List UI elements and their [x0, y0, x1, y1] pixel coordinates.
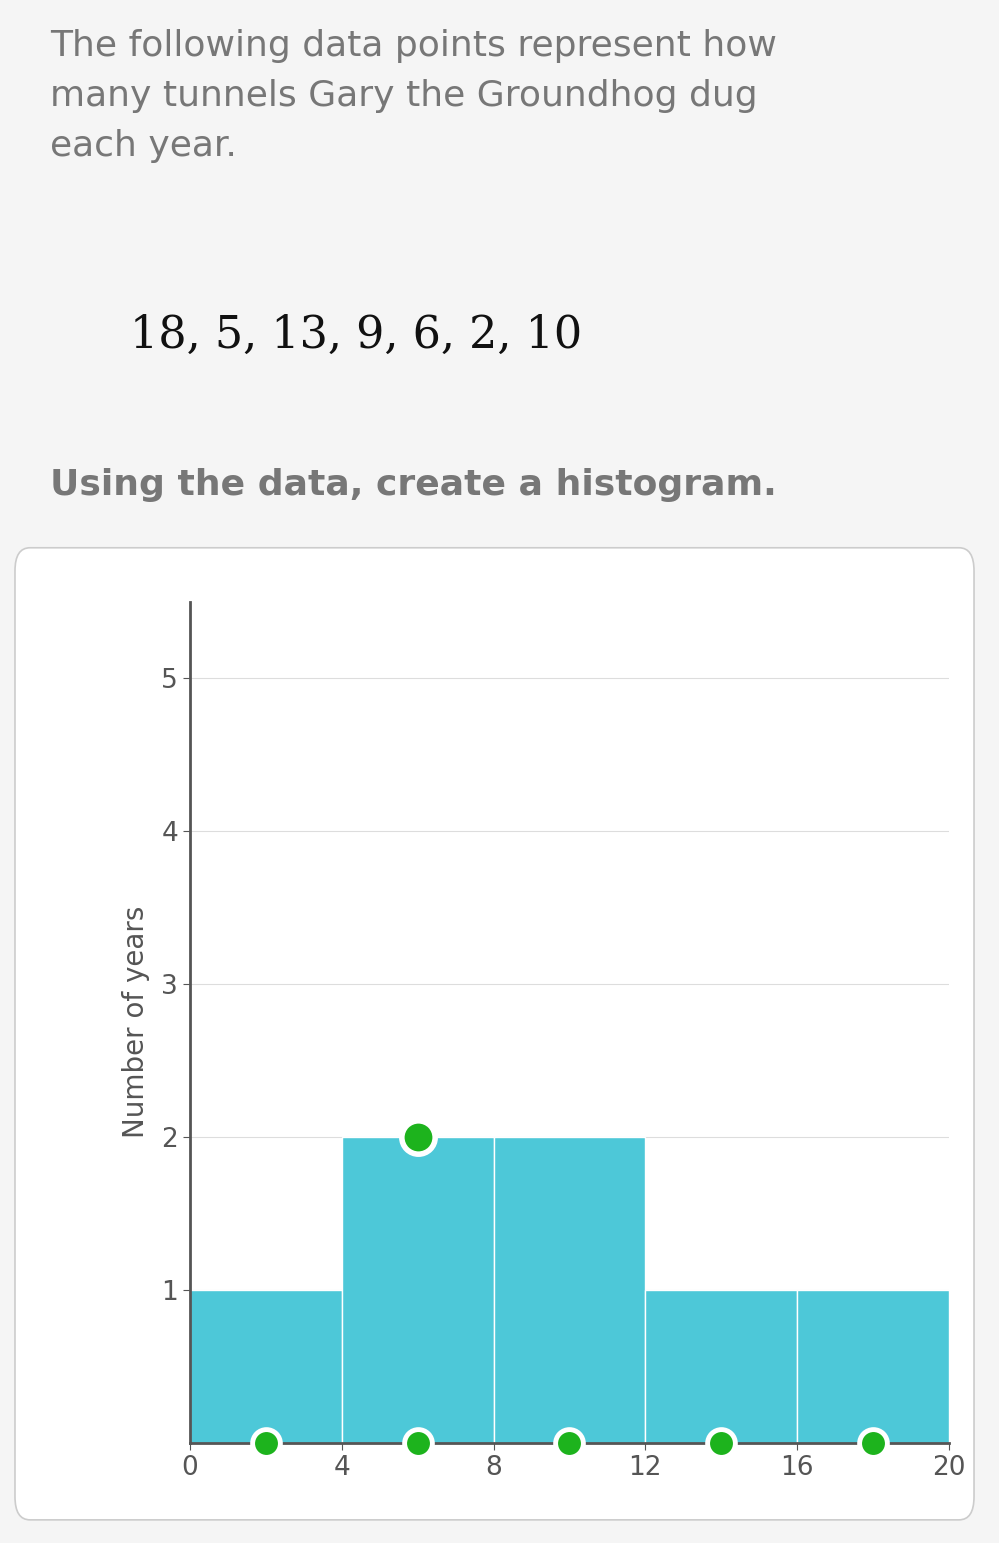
Text: Using the data, create a histogram.: Using the data, create a histogram.: [50, 468, 776, 501]
Bar: [342, 1137, 494, 1443]
Text: The following data points represent how
many tunnels Gary the Groundhog dug
each: The following data points represent how …: [50, 29, 777, 164]
Bar: [494, 1137, 645, 1443]
Bar: [645, 1290, 797, 1443]
Text: 18, 5, 13, 9, 6, 2, 10: 18, 5, 13, 9, 6, 2, 10: [130, 315, 582, 356]
Bar: [797, 1290, 949, 1443]
Bar: [190, 1290, 342, 1443]
Y-axis label: Number of years: Number of years: [122, 906, 150, 1139]
